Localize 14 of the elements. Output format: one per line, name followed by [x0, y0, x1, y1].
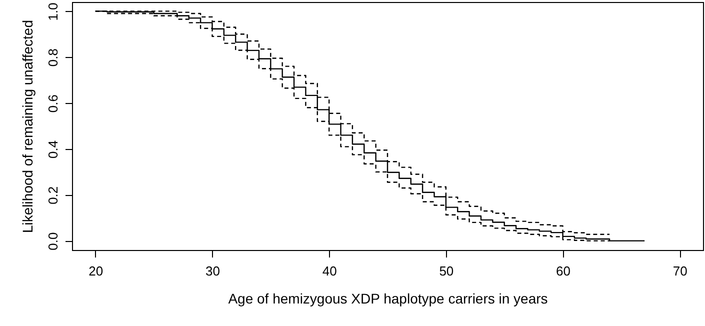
x-tick-label: 30 [205, 264, 220, 278]
x-tick-label: 70 [672, 264, 688, 278]
x-tick-label: 40 [322, 264, 337, 278]
y-axis-title: Likelihood of remaining unaffected [20, 20, 36, 234]
y-tick-label: 0.0 [46, 232, 60, 250]
x-tick-label: 50 [439, 264, 454, 278]
y-tick-label: 1.0 [46, 2, 60, 21]
x-tick-label: 20 [88, 264, 104, 278]
x-axis-title: Age of hemizygous XDP haplotype carriers in years [228, 290, 548, 306]
y-tick-label: 0.2 [46, 186, 60, 204]
x-tick-label: 60 [556, 264, 571, 278]
y-tick-label: 0.8 [46, 48, 60, 67]
y-tick-label: 0.4 [46, 140, 60, 158]
y-tick-label: 0.6 [46, 94, 60, 113]
